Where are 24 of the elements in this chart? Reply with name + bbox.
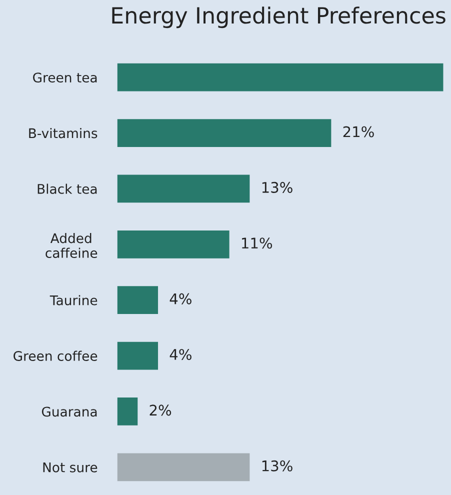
y-tick-label: B-vitamins (29, 128, 98, 138)
bar (117, 174, 250, 203)
bar (117, 342, 158, 370)
data-label: 11% (242, 238, 272, 249)
data-label: 4% (170, 348, 192, 360)
y-tick-label: Green coffee (14, 350, 98, 361)
y-tick-label: Black tea (38, 184, 97, 194)
bar (117, 119, 332, 147)
bar (117, 398, 138, 426)
bar (117, 63, 444, 92)
y-tick-label: Added caffeine (46, 233, 98, 258)
y-tick-label: Taurine (50, 295, 98, 306)
chart-title: Energy Ingredient Preferences (112, 6, 446, 28)
bar (117, 286, 158, 314)
bar (117, 230, 230, 258)
bar (117, 453, 250, 482)
data-label: 4% (170, 293, 192, 304)
y-tick-label: Not sure (43, 462, 98, 472)
data-label: 13% (262, 460, 292, 472)
data-label: 21% (343, 126, 374, 138)
y-tick-label: Guarana (42, 406, 97, 417)
data-label: 2% (150, 404, 172, 416)
data-label: 13% (262, 182, 292, 193)
y-tick-label: Green tea (33, 72, 97, 83)
